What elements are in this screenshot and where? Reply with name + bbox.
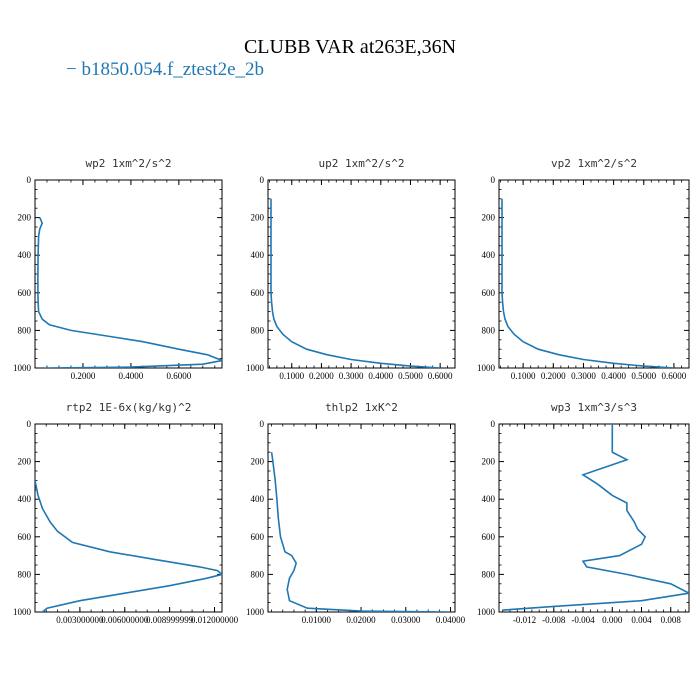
panel-4: rtp2 1E-6x(kg/kg)^2 0 200 400 600 800 1000 0.00… bbox=[13, 401, 239, 625]
series-line bbox=[37, 217, 222, 368]
x-tick-label: 0.2000 bbox=[541, 371, 566, 381]
plot-frame bbox=[498, 423, 690, 613]
y-tick-label: 1000 bbox=[246, 363, 265, 373]
panel-title: wp3 1xm^3/s^3 bbox=[551, 401, 637, 414]
figure-title: CLUBB VAR at263E,36N bbox=[243, 36, 457, 58]
y-tick-label: 200 bbox=[251, 213, 265, 223]
x-tick-label: 0.04000 bbox=[436, 615, 466, 625]
series-line bbox=[270, 198, 441, 368]
y-tick-label: 0 bbox=[260, 419, 265, 429]
x-tick-label: 0.012000000 bbox=[191, 615, 239, 625]
y-tick-label: 200 bbox=[18, 457, 32, 467]
panel-title: thlp2 1xK^2 bbox=[325, 401, 398, 414]
y-tick-label: 1000 bbox=[477, 363, 496, 373]
y-tick-label: 0 bbox=[260, 175, 265, 185]
x-tick-label: 0.5000 bbox=[631, 371, 656, 381]
y-tick-label: 600 bbox=[18, 288, 32, 298]
series-line bbox=[35, 480, 222, 612]
x-tick-label: 0.2000 bbox=[309, 371, 334, 381]
panel-title: vp2 1xm^2/s^2 bbox=[551, 157, 637, 170]
y-tick-label: 200 bbox=[482, 213, 496, 223]
y-tick-label: 800 bbox=[482, 569, 496, 579]
y-tick-label: 800 bbox=[482, 325, 496, 335]
y-tick-label: 200 bbox=[18, 213, 32, 223]
y-tick-label: 800 bbox=[18, 325, 32, 335]
series-line bbox=[501, 198, 674, 368]
x-tick-label: 0.000 bbox=[602, 615, 623, 625]
panel-1: wp2 1xm^2/s^2 0 200 400 600 800 1000 0.2000 0.40… bbox=[13, 157, 223, 381]
y-tick-label: 400 bbox=[251, 250, 265, 260]
x-tick-label: 0.6000 bbox=[662, 371, 687, 381]
x-tick-label: 0.3000 bbox=[339, 371, 364, 381]
x-tick-label: 0.008 bbox=[661, 615, 682, 625]
y-tick-label: 0 bbox=[27, 419, 32, 429]
x-tick-label: -0.012 bbox=[513, 615, 536, 625]
series-line bbox=[502, 424, 689, 611]
y-tick-label: 1000 bbox=[13, 363, 32, 373]
panel-6: wp3 1xm^3/s^3 0 200 400 600 800 1000 -0.012 -0.0… bbox=[477, 401, 690, 625]
x-tick-label: 0.6000 bbox=[428, 371, 453, 381]
x-tick-label: 0.2000 bbox=[71, 371, 96, 381]
y-tick-label: 200 bbox=[482, 457, 496, 467]
x-tick-label: 0.004 bbox=[631, 615, 652, 625]
x-tick-label: 0.3000 bbox=[571, 371, 596, 381]
legend-entry: − b1850.054.f_ztest2e_2b bbox=[66, 59, 265, 80]
y-tick-label: 1000 bbox=[13, 607, 32, 617]
x-tick-label: 0.01000 bbox=[302, 615, 332, 625]
x-tick-label: 0.1000 bbox=[279, 371, 304, 381]
y-tick-label: 600 bbox=[482, 532, 496, 542]
y-tick-label: 600 bbox=[18, 532, 32, 542]
y-tick-label: 0 bbox=[491, 175, 496, 185]
x-tick-label: -0.004 bbox=[571, 615, 595, 625]
y-tick-label: 400 bbox=[18, 250, 32, 260]
x-tick-label: 0.02000 bbox=[346, 615, 376, 625]
y-tick-label: 800 bbox=[18, 569, 32, 579]
y-tick-label: 800 bbox=[251, 569, 265, 579]
panel-title: rtp2 1E-6x(kg/kg)^2 bbox=[66, 401, 192, 414]
x-tick-label: 0.006000000 bbox=[101, 615, 149, 625]
y-tick-label: 600 bbox=[251, 288, 265, 298]
panel-title: up2 1xm^2/s^2 bbox=[318, 157, 404, 170]
series-line bbox=[270, 452, 451, 612]
x-tick-label: 0.5000 bbox=[398, 371, 423, 381]
y-tick-label: 1000 bbox=[477, 607, 496, 617]
panel-3: vp2 1xm^2/s^2 0 200 400 600 800 1000 0.1000 0.20… bbox=[477, 157, 690, 381]
plot-frame bbox=[34, 423, 223, 613]
plot-frame bbox=[267, 423, 456, 613]
panel-5: thlp2 1xK^2 0 200 400 600 800 1000 0.01000 0.020… bbox=[246, 401, 466, 625]
x-tick-label: 0.03000 bbox=[391, 615, 421, 625]
x-tick-label: 0.4000 bbox=[368, 371, 393, 381]
plot-frame bbox=[498, 179, 690, 369]
x-tick-label: 0.008999999 bbox=[146, 615, 194, 625]
y-tick-label: 400 bbox=[18, 494, 32, 504]
y-tick-label: 800 bbox=[251, 325, 265, 335]
x-tick-label: 0.4000 bbox=[119, 371, 144, 381]
y-tick-label: 400 bbox=[482, 250, 496, 260]
y-tick-label: 400 bbox=[482, 494, 496, 504]
y-tick-label: 1000 bbox=[246, 607, 265, 617]
x-tick-label: -0.008 bbox=[542, 615, 566, 625]
y-tick-label: 400 bbox=[251, 494, 265, 504]
y-tick-label: 0 bbox=[27, 175, 32, 185]
y-tick-label: 0 bbox=[491, 419, 496, 429]
x-tick-label: 0.003000000 bbox=[56, 615, 104, 625]
y-tick-label: 600 bbox=[251, 532, 265, 542]
x-tick-label: 0.6000 bbox=[166, 371, 191, 381]
panel-2: up2 1xm^2/s^2 0 200 400 600 800 1000 0.1000 0.20… bbox=[246, 157, 456, 381]
y-tick-label: 600 bbox=[482, 288, 496, 298]
panel-title: wp2 1xm^2/s^2 bbox=[85, 157, 171, 170]
x-tick-label: 0.1000 bbox=[511, 371, 536, 381]
plot-frame bbox=[267, 179, 456, 369]
y-tick-label: 200 bbox=[251, 457, 265, 467]
x-tick-label: 0.4000 bbox=[601, 371, 626, 381]
